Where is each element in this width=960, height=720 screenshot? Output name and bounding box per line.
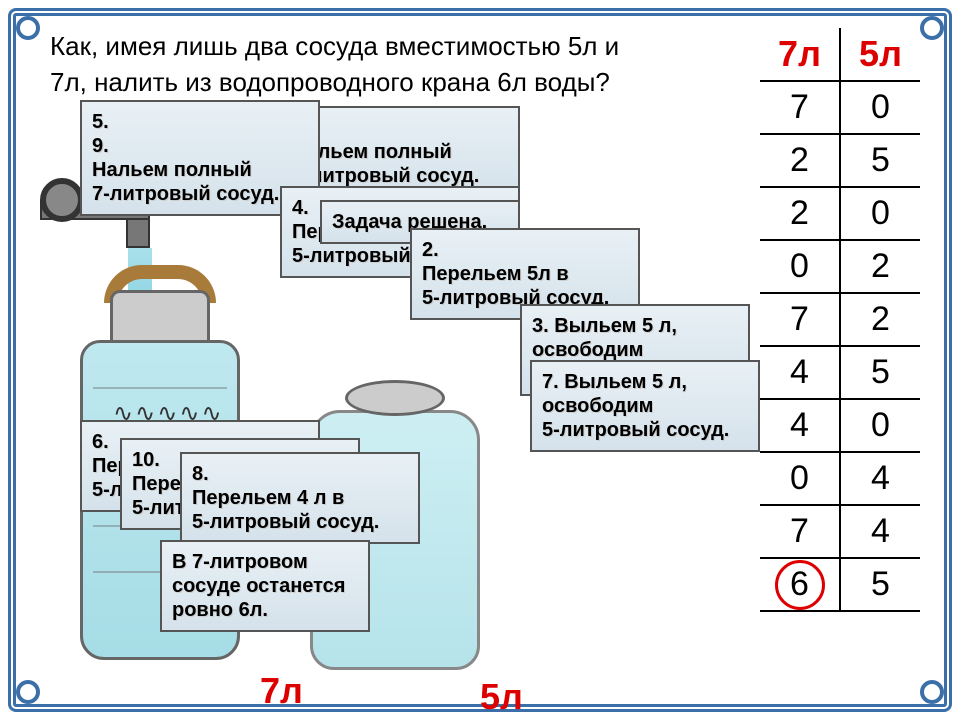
table-cell: 2	[760, 134, 840, 187]
callout-c7: 7. Выльем 5 л, освободим 5-литровый сосу…	[530, 360, 760, 452]
table-cell: 0	[760, 452, 840, 505]
table-cell: 4	[840, 505, 920, 558]
table-header: 7л	[760, 28, 840, 81]
callout-c8: 8. Перельем 4 л в 5-литровый сосуд.	[180, 452, 420, 544]
table-cell: 4	[760, 346, 840, 399]
table-cell: 5	[840, 346, 920, 399]
tap-valve-icon	[40, 178, 84, 222]
table-cell: 0	[840, 187, 920, 240]
table-cell: 0	[840, 81, 920, 134]
table-cell: 5	[840, 558, 920, 611]
table-cell: 4	[840, 452, 920, 505]
callout-c11: В 7-литровом сосуде останется ровно 6л.	[160, 540, 370, 632]
label-5l: 5л	[480, 676, 523, 718]
table-cell: 5	[840, 134, 920, 187]
table-cell: 2	[840, 293, 920, 346]
solution-table: 7л5л70252002724540047465	[760, 28, 920, 612]
table-cell: 7	[760, 505, 840, 558]
label-7l: 7л	[260, 670, 303, 712]
question-text: Как, имея лишь два сосуда вместимостью 5…	[50, 28, 650, 101]
table-cell: 0	[760, 240, 840, 293]
table-cell: 2	[760, 187, 840, 240]
table-cell: 7	[760, 81, 840, 134]
table-cell: 7	[760, 293, 840, 346]
table-header: 5л	[840, 28, 920, 81]
table-cell: 6	[760, 558, 840, 611]
table-cell: 0	[840, 399, 920, 452]
table-cell: 4	[760, 399, 840, 452]
table-cell: 2	[840, 240, 920, 293]
